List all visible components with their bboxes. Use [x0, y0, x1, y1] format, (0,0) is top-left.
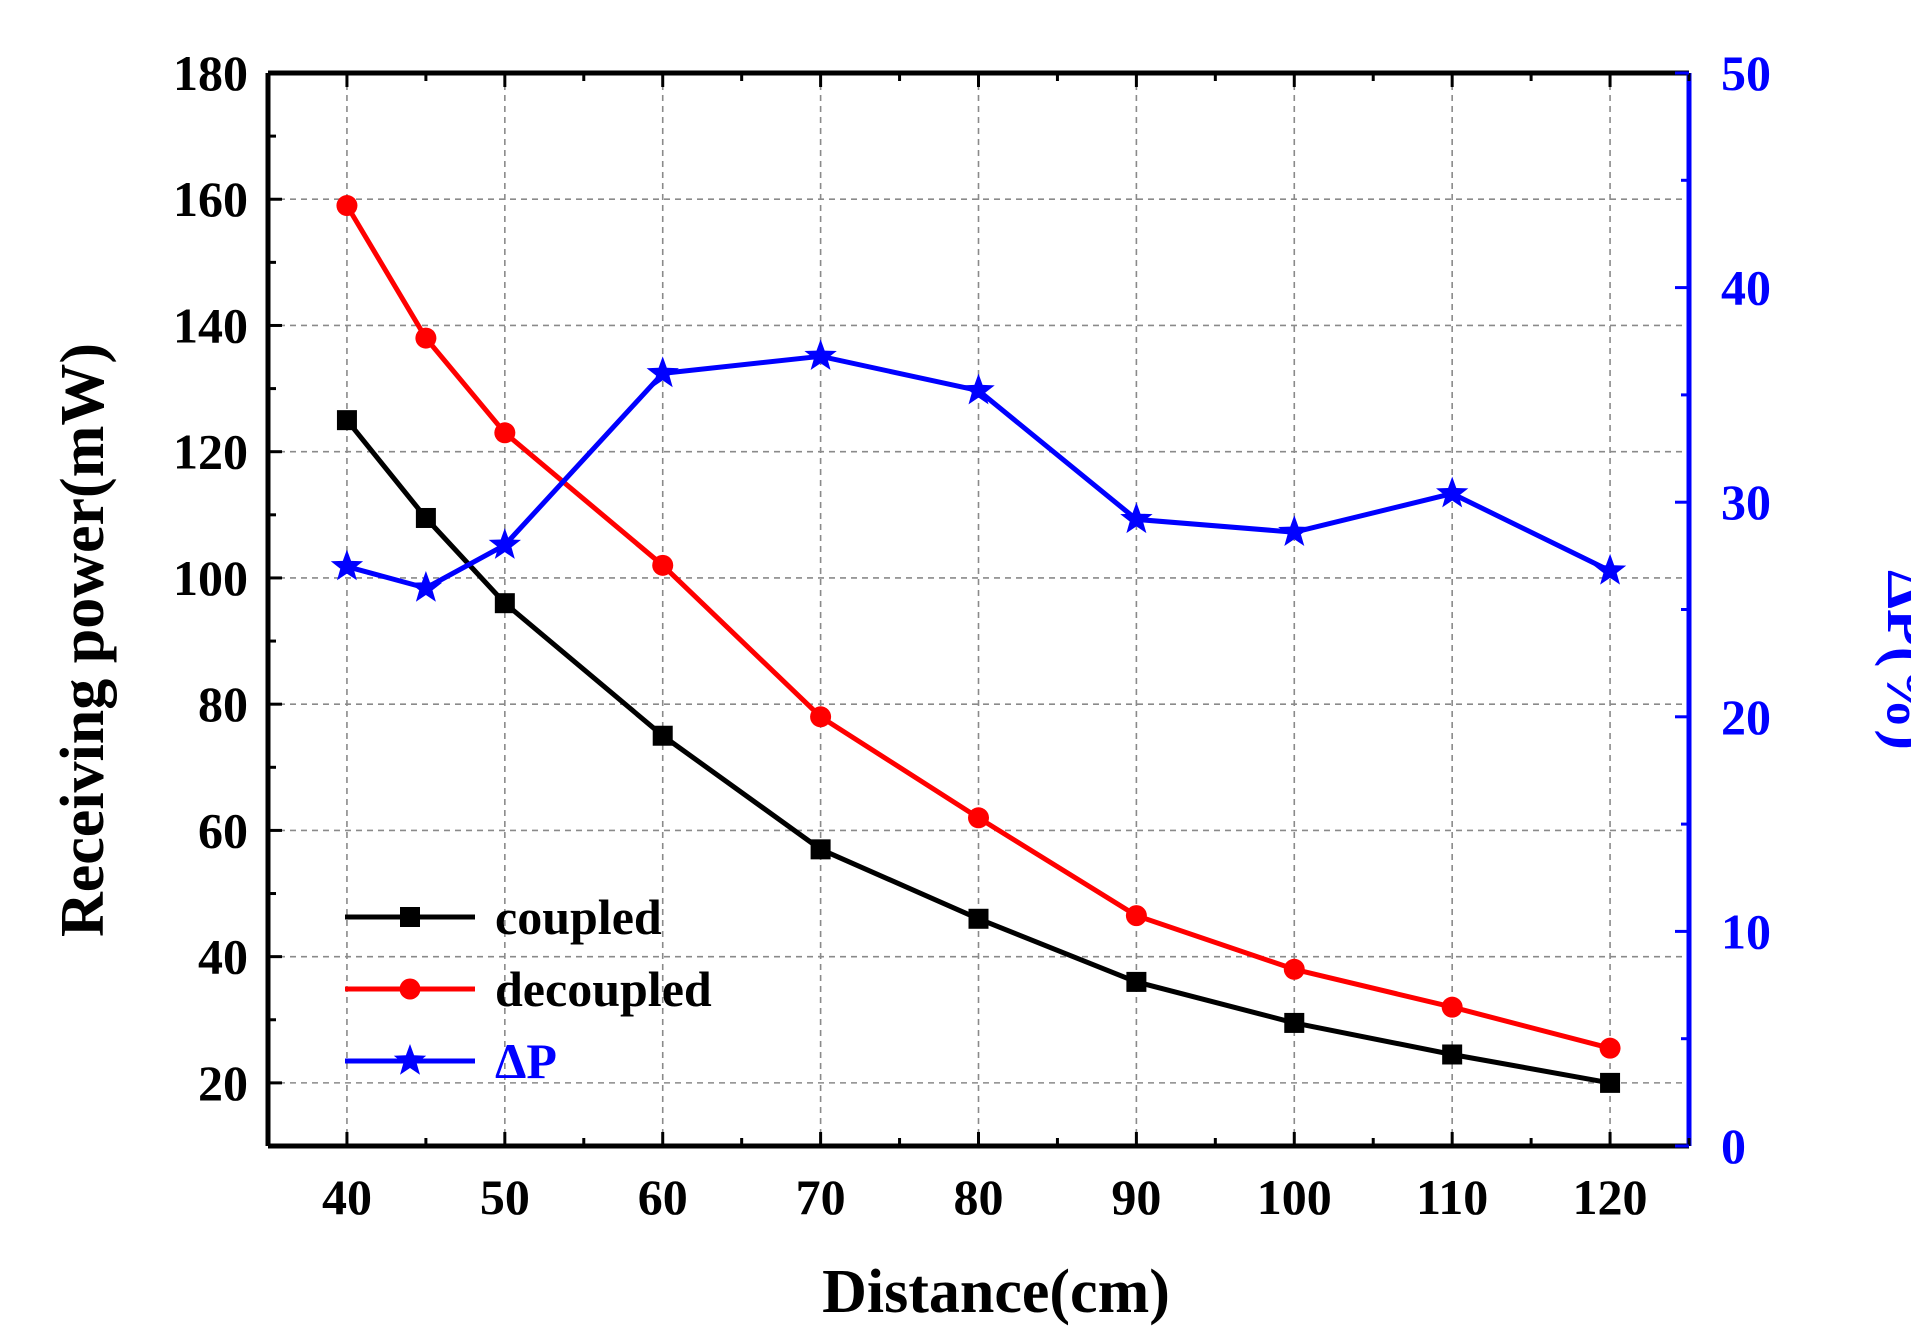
- data-point-decoupled: [415, 327, 437, 349]
- data-point-coupled: [415, 507, 436, 528]
- y2-tick-label: 30: [1721, 474, 1771, 530]
- data-point-delta-p: [1593, 553, 1627, 585]
- series-group: [330, 195, 1627, 1093]
- y2-tick-label: 0: [1721, 1118, 1746, 1174]
- data-point-decoupled: [336, 195, 358, 217]
- series-delta-p: [330, 339, 1627, 602]
- series-line-coupled: [344, 418, 1611, 1086]
- data-point-delta-p: [1120, 502, 1153, 534]
- x-axis-title: Distance(cm): [822, 1258, 1170, 1326]
- data-point-delta-p: [804, 339, 837, 370]
- data-point-coupled: [1126, 971, 1147, 992]
- y-tick-label: 160: [173, 171, 248, 227]
- legend-label: decoupled: [495, 961, 712, 1017]
- x-tick-label: 70: [796, 1169, 846, 1225]
- y-tick-label: 100: [173, 550, 248, 606]
- y2-tick-label: 40: [1721, 260, 1771, 316]
- data-point-decoupled: [1599, 1037, 1621, 1059]
- data-point-coupled: [652, 725, 673, 746]
- grid: [268, 73, 1689, 1146]
- y-tick-label: 120: [173, 424, 248, 480]
- data-point-coupled: [494, 593, 515, 614]
- legend-item-decoupled: decoupled: [345, 961, 712, 1017]
- data-point-delta-p: [1278, 515, 1311, 546]
- y2-axis-title: ΔP(%): [1874, 570, 1911, 750]
- series-line-delta-p: [346, 353, 1612, 591]
- data-point-delta-p: [330, 549, 364, 581]
- y-tick-label: 40: [198, 929, 248, 985]
- data-point-delta-p: [962, 373, 995, 405]
- series-decoupled: [336, 195, 1621, 1059]
- legend-label: ΔP: [495, 1033, 557, 1089]
- data-point-delta-p: [409, 571, 443, 602]
- data-point-delta-p: [1436, 476, 1469, 508]
- legend-item-delta-p: ΔP: [345, 1033, 557, 1089]
- x-tick-label: 80: [954, 1169, 1004, 1225]
- legend-swatch-marker: [393, 1044, 427, 1075]
- x-tick-label: 100: [1257, 1169, 1332, 1225]
- data-point-coupled: [336, 410, 357, 431]
- data-point-coupled: [1442, 1044, 1463, 1065]
- x-tick-label: 110: [1416, 1169, 1488, 1225]
- data-point-decoupled: [968, 807, 989, 829]
- data-point-decoupled: [1283, 958, 1305, 980]
- series-line-decoupled: [344, 204, 1611, 1051]
- legend-label: coupled: [495, 889, 662, 945]
- data-point-coupled: [1600, 1072, 1621, 1093]
- data-point-delta-p: [488, 528, 521, 559]
- x-tick-label: 60: [638, 1169, 688, 1225]
- legend-item-coupled: coupled: [345, 889, 662, 945]
- legend: coupled decoupled ΔP: [345, 889, 712, 1089]
- y2-tick-label: 10: [1721, 903, 1771, 959]
- x-tick-label: 50: [480, 1169, 530, 1225]
- series-coupled: [336, 410, 1621, 1093]
- x-tick-label: 120: [1573, 1169, 1648, 1225]
- data-point-coupled: [968, 908, 989, 929]
- y-tick-label: 80: [198, 676, 248, 732]
- y-tick-label: 140: [173, 297, 248, 353]
- y-tick-label: 180: [173, 45, 248, 101]
- data-point-coupled: [1284, 1012, 1305, 1033]
- y2-tick-label: 20: [1721, 689, 1771, 745]
- y-tick-label: 20: [198, 1055, 248, 1111]
- y-axis-title: Receiving power(mW): [49, 343, 117, 937]
- legend-swatch-marker: [400, 907, 420, 927]
- data-point-delta-p: [646, 356, 679, 388]
- ticks: 40 50 60 70 80 90 100 110 1202040608010012014016…: [173, 45, 1771, 1225]
- legend-swatch-marker: [399, 978, 421, 1000]
- data-point-coupled: [810, 839, 831, 860]
- data-point-decoupled: [1125, 905, 1147, 927]
- data-point-decoupled: [652, 554, 674, 576]
- y2-tick-label: 50: [1721, 45, 1771, 101]
- data-point-decoupled: [1441, 996, 1463, 1018]
- y-tick-label: 60: [198, 802, 248, 858]
- data-point-decoupled: [810, 706, 832, 728]
- data-point-decoupled: [494, 422, 516, 444]
- x-tick-label: 90: [1111, 1169, 1161, 1225]
- axes: [265, 70, 1692, 1149]
- x-tick-label: 40: [322, 1169, 372, 1225]
